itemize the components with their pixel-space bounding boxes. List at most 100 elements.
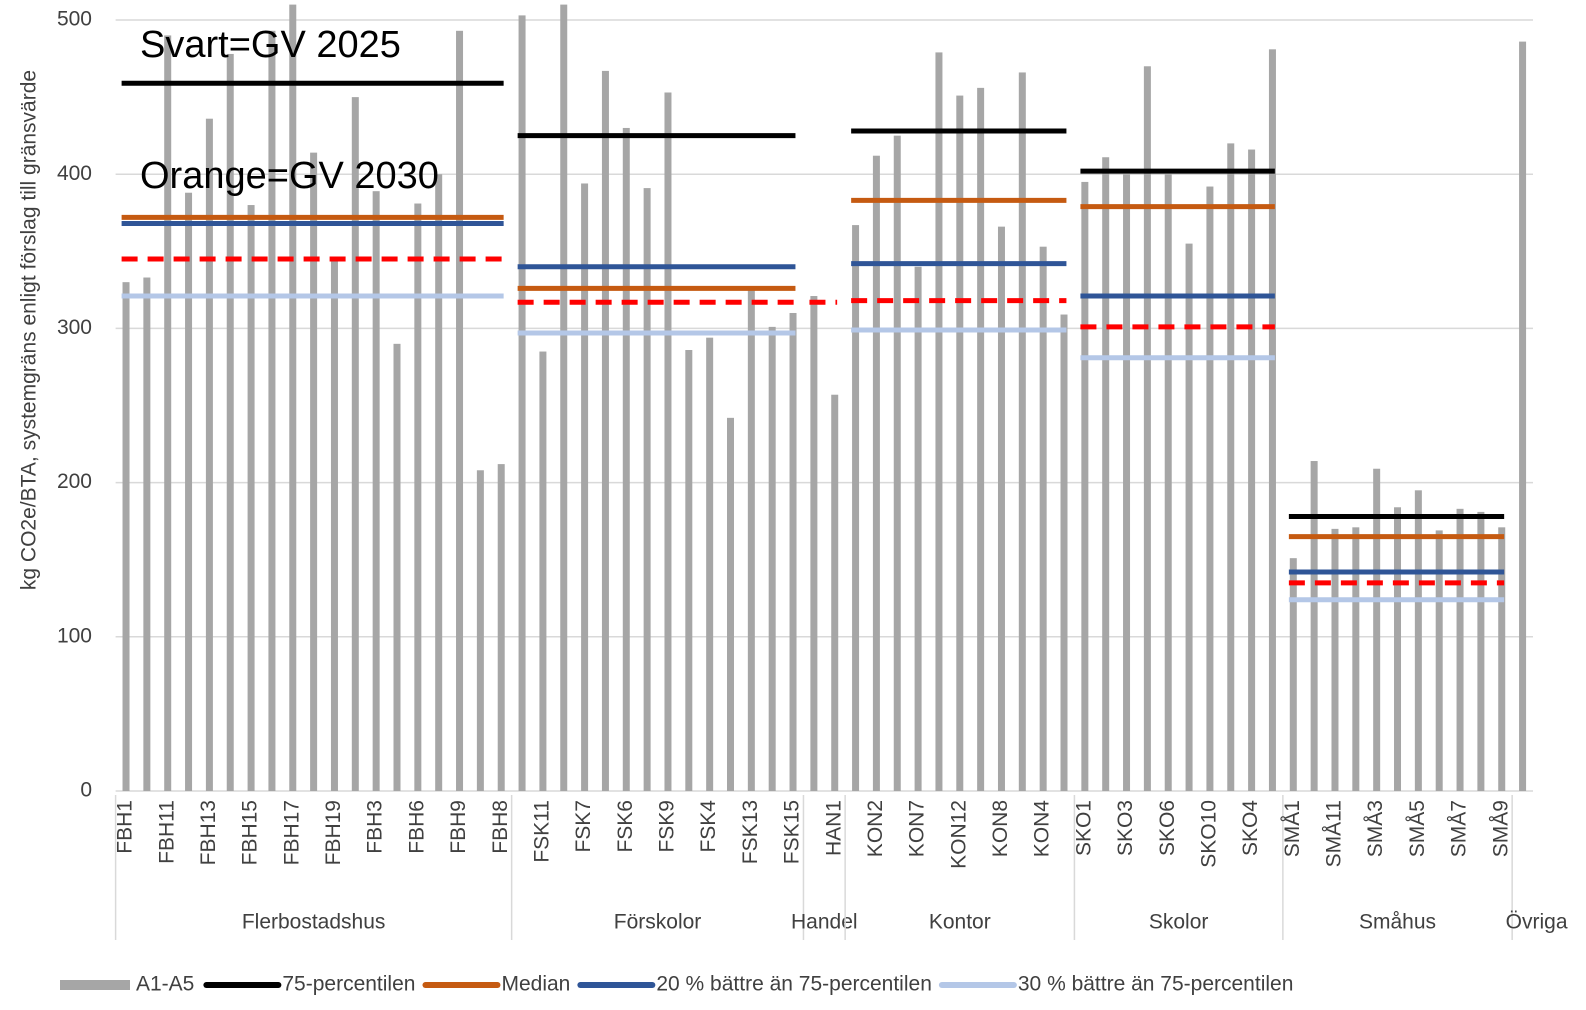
bar [143,277,151,791]
x-tick-label: FBH11 [155,800,178,864]
x-tick-label: FSK9 [656,800,679,853]
y-tick-label: 0 [80,779,92,802]
x-tick-label: SMÅ5 [1406,800,1429,857]
bar [893,135,901,791]
group-label: Övriga [1506,911,1568,934]
x-tick-label: SKO10 [1197,800,1220,868]
x-tick-label: SKO4 [1239,800,1262,856]
bar [914,266,922,791]
bar [372,191,380,792]
bar [977,87,985,791]
bar [872,155,880,791]
x-tick-label: KON4 [1031,800,1054,858]
bar [1039,246,1047,791]
bar [1227,143,1235,791]
bar [1268,49,1276,791]
bar [497,464,505,791]
bar [164,35,172,792]
x-tick-label: FSK7 [572,800,595,853]
bar [810,296,818,791]
bar [1102,157,1110,791]
bar [789,312,797,791]
bar [268,30,276,791]
legend-label: 20 % bättre än 75-percentilen [656,973,932,996]
x-tick-label: SKO3 [1114,800,1137,856]
bar [1123,174,1131,791]
y-tick-label: 100 [57,624,92,647]
x-tick-label: SKO6 [1156,800,1179,856]
bar [1289,558,1297,791]
y-tick-label: 400 [57,162,92,185]
x-tick-label: FSK11 [530,800,553,863]
x-tick-label: HAN1 [822,800,845,856]
x-tick-label: SMÅ9 [1489,800,1512,857]
x-tick-label: SKO1 [1072,800,1095,856]
group-label: Skolor [1149,911,1209,934]
bar [1394,507,1402,791]
bar [247,205,255,791]
bar [747,289,755,791]
x-tick-label: KON2 [864,800,887,857]
legend-label: Median [501,973,570,996]
bar [1435,530,1443,791]
bar [1060,314,1068,791]
bar [393,343,401,791]
x-tick-label: FBH17 [280,800,303,865]
bar [1456,508,1464,791]
bar [1498,527,1506,791]
bar [727,417,735,791]
bar [1414,490,1422,791]
annotation: Svart=GV 2025 [140,24,401,66]
x-tick-label: FSK15 [781,800,804,864]
bar [1373,468,1381,791]
x-tick-label: KON8 [989,800,1012,857]
bar [205,118,213,792]
bar [1081,181,1089,792]
x-tick-label: FBH9 [447,800,470,854]
bar [831,394,839,791]
bar [1143,66,1151,791]
y-tick-label: 200 [57,470,92,493]
bar [226,53,234,791]
x-tick-label: FSK4 [697,800,720,853]
bar [935,52,943,792]
bar [476,470,484,791]
bar [1248,149,1256,791]
bar [289,4,297,792]
bar [560,4,568,792]
bar [1018,72,1026,791]
x-tick-label: SMÅ11 [1323,800,1346,867]
group-label: Flerbostadshus [242,911,386,934]
bar [997,226,1005,792]
bar [330,259,338,791]
bar [539,351,547,791]
x-tick-label: FSK6 [614,800,637,853]
bar [122,282,130,791]
x-tick-label: SMÅ3 [1364,800,1387,857]
bar [768,326,776,791]
bar [1477,511,1485,791]
group-label: Småhus [1359,911,1436,934]
group-label: Förskolor [614,911,702,934]
legend-label: 75-percentilen [282,973,415,996]
y-tick-label: 500 [57,8,92,31]
bar [1164,174,1172,791]
y-axis-label: kg CO2e/BTA, systemgräns enligt förslag … [18,70,41,590]
bar [685,349,693,791]
x-tick-label: FSK13 [739,800,762,864]
x-tick-label: SMÅ7 [1448,800,1471,857]
bar [1310,461,1318,791]
bar [414,203,422,791]
bar [435,174,443,791]
y-tick-label: 300 [57,316,92,339]
bar [185,192,193,791]
bar [622,127,630,792]
x-tick-label: FBH1 [114,800,137,854]
annotation: Orange=GV 2030 [140,155,439,197]
bar [1352,527,1360,791]
bar [1519,41,1527,792]
legend-label: 30 % bättre än 75-percentilen [1018,973,1294,996]
bar [310,152,318,791]
bar [664,92,672,792]
